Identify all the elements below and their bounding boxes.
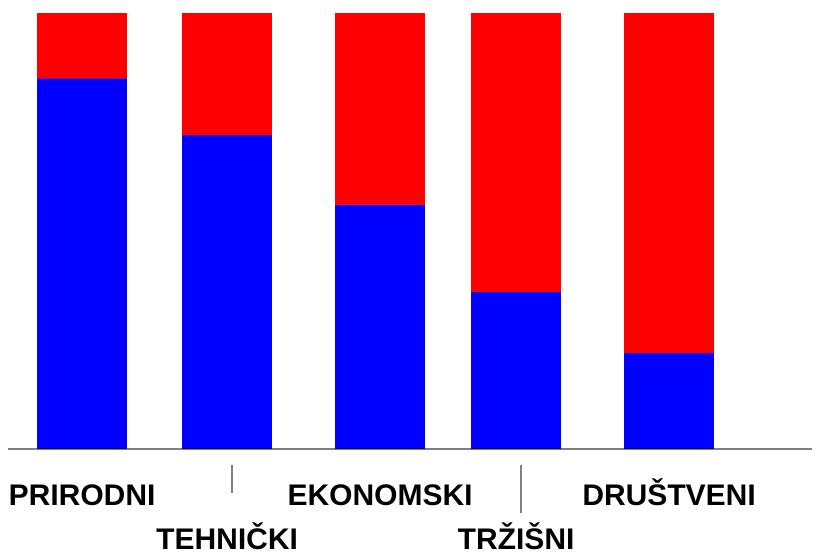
x-tick-label: TEHNIČKI [156, 522, 298, 554]
bar-tržišni-segment-2 [471, 13, 561, 293]
x-tick-label: PRIRODNI [9, 479, 156, 512]
bar-društveni-segment-2 [624, 13, 714, 354]
x-tick-label: DRUŠTVENI [582, 478, 755, 512]
bar-tehnički-segment-2 [182, 13, 272, 136]
x-tick-label: TRŽIŠNI [458, 522, 575, 554]
bar-prirodni-segment-1 [37, 78, 127, 450]
bar-prirodni-segment-2 [37, 13, 127, 79]
bar-ekonomski-segment-1 [335, 204, 425, 449]
bar-ekonomski-segment-2 [335, 13, 425, 205]
bar-tržišni-segment-1 [471, 292, 561, 449]
bar-tehnički-segment-1 [182, 135, 272, 449]
bars-group [37, 13, 714, 450]
x-tick-label: EKONOMSKI [287, 479, 472, 512]
bar-društveni-segment-1 [624, 353, 714, 449]
